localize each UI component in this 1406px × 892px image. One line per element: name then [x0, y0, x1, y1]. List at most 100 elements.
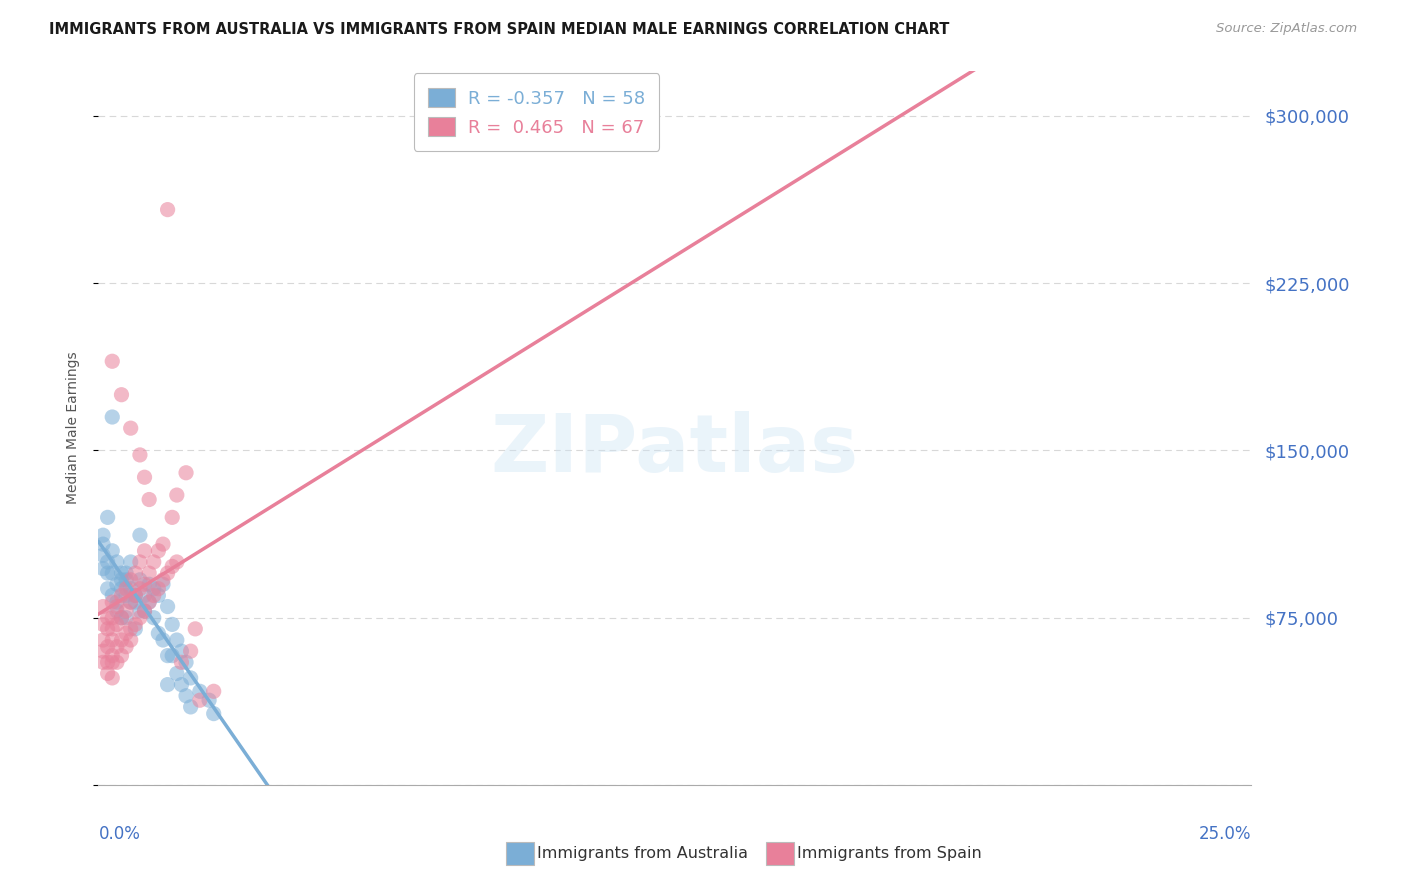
Point — [110, 648, 132, 663]
Point — [202, 706, 225, 721]
Text: 25.0%: 25.0% — [1199, 825, 1251, 843]
Point — [105, 555, 128, 569]
Point — [174, 466, 197, 480]
Point — [148, 543, 170, 558]
Text: ZIPatlas: ZIPatlas — [491, 410, 859, 489]
Point — [101, 610, 124, 624]
Point — [129, 573, 152, 587]
Point — [160, 510, 183, 524]
Point — [115, 582, 138, 596]
Point — [97, 555, 120, 569]
Point — [105, 617, 128, 632]
Point — [120, 633, 142, 648]
Point — [101, 543, 124, 558]
Point — [202, 684, 225, 698]
Point — [180, 671, 202, 685]
Point — [91, 537, 114, 551]
Point — [152, 537, 174, 551]
Point — [124, 622, 146, 636]
Point — [129, 555, 152, 569]
Point — [91, 562, 114, 576]
Point — [152, 573, 174, 587]
Point — [166, 666, 188, 681]
Point — [129, 448, 152, 462]
Point — [101, 589, 124, 603]
Point — [115, 626, 138, 640]
Point — [129, 610, 152, 624]
Point — [124, 617, 146, 632]
Point — [138, 577, 160, 591]
Point — [152, 633, 174, 648]
Point — [97, 666, 120, 681]
Point — [115, 573, 138, 587]
Point — [115, 566, 138, 581]
Point — [134, 604, 156, 618]
Point — [101, 410, 124, 425]
Point — [110, 566, 132, 581]
Point — [105, 577, 128, 591]
Text: IMMIGRANTS FROM AUSTRALIA VS IMMIGRANTS FROM SPAIN MEDIAN MALE EARNINGS CORRELAT: IMMIGRANTS FROM AUSTRALIA VS IMMIGRANTS … — [49, 22, 949, 37]
Point — [110, 633, 132, 648]
Point — [138, 566, 160, 581]
Point — [101, 595, 124, 609]
Point — [148, 626, 170, 640]
Point — [156, 202, 179, 217]
Point — [166, 633, 188, 648]
Point — [105, 595, 128, 609]
Point — [170, 644, 193, 658]
Point — [105, 604, 128, 618]
Point — [148, 582, 170, 596]
Point — [91, 655, 114, 669]
Point — [129, 528, 152, 542]
Point — [152, 577, 174, 591]
Point — [101, 655, 124, 669]
Point — [120, 573, 142, 587]
Point — [120, 595, 142, 609]
Point — [134, 470, 156, 484]
Point — [160, 648, 183, 663]
Point — [156, 678, 179, 692]
Point — [174, 689, 197, 703]
Point — [110, 573, 132, 587]
Point — [138, 595, 160, 609]
Point — [110, 610, 132, 624]
Point — [180, 644, 202, 658]
Point — [105, 655, 128, 669]
Point — [91, 548, 114, 563]
Point — [198, 693, 221, 707]
Point — [120, 622, 142, 636]
Point — [101, 354, 124, 368]
Point — [134, 604, 156, 618]
Text: Source: ZipAtlas.com: Source: ZipAtlas.com — [1216, 22, 1357, 36]
Text: 0.0%: 0.0% — [98, 825, 141, 843]
Point — [91, 644, 114, 658]
Text: Immigrants from Spain: Immigrants from Spain — [797, 847, 981, 861]
Legend: R = -0.357   N = 58, R =  0.465   N = 67: R = -0.357 N = 58, R = 0.465 N = 67 — [413, 73, 659, 151]
Point — [101, 633, 124, 648]
Text: Immigrants from Australia: Immigrants from Australia — [537, 847, 748, 861]
Point — [97, 582, 120, 596]
Point — [97, 622, 120, 636]
Point — [115, 640, 138, 654]
Point — [124, 589, 146, 603]
Point — [129, 582, 152, 596]
Point — [91, 528, 114, 542]
Point — [142, 610, 165, 624]
Point — [174, 655, 197, 669]
Point — [97, 640, 120, 654]
Point — [101, 566, 124, 581]
Point — [170, 678, 193, 692]
Point — [91, 617, 114, 632]
Point — [91, 599, 114, 614]
Point — [166, 488, 188, 502]
Y-axis label: Median Male Earnings: Median Male Earnings — [66, 351, 80, 505]
Point — [110, 589, 132, 603]
Point — [188, 693, 211, 707]
Point — [105, 599, 128, 614]
Point — [142, 589, 165, 603]
Point — [101, 671, 124, 685]
Point — [188, 684, 211, 698]
Point — [101, 648, 124, 663]
Point — [124, 589, 146, 603]
Point — [156, 648, 179, 663]
